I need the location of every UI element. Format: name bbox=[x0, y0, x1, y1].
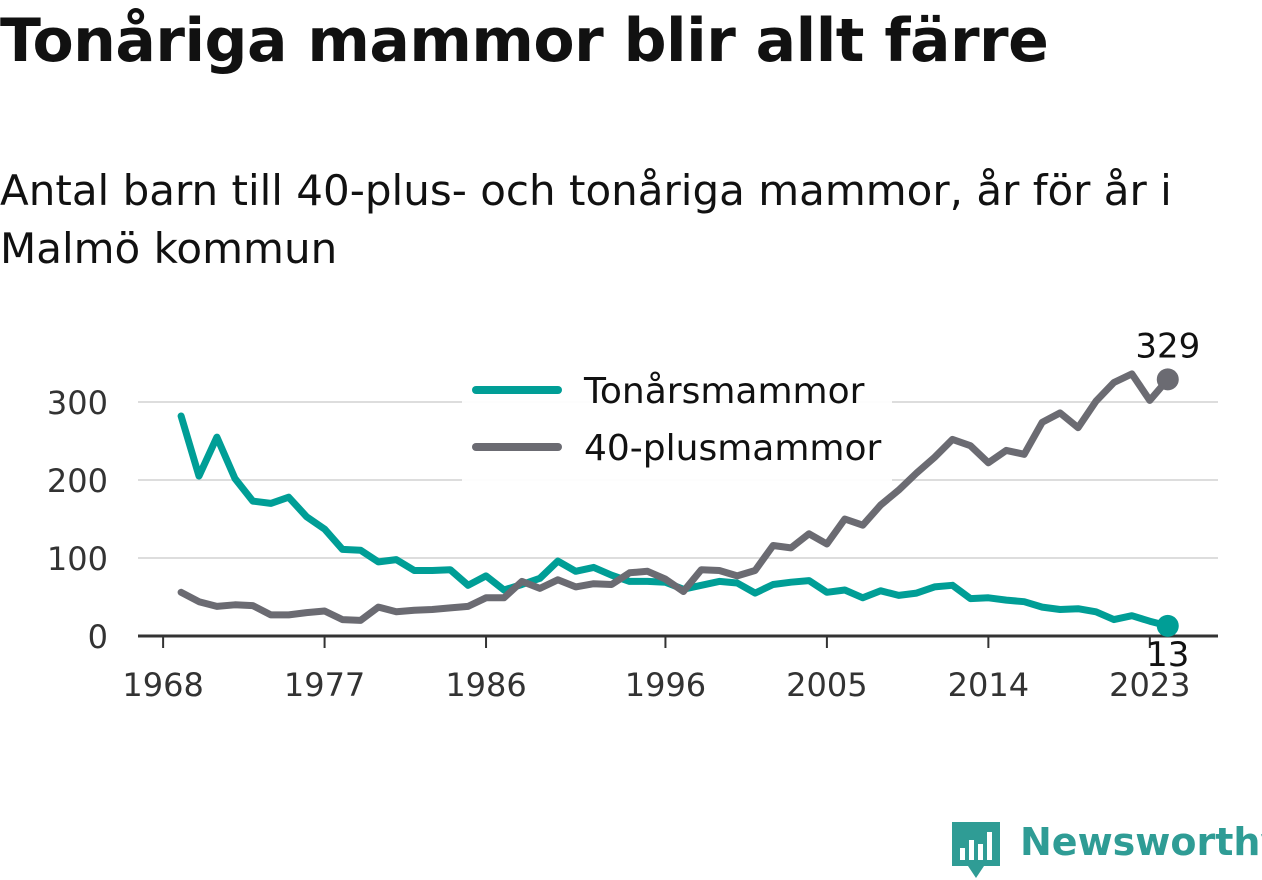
y-tick-label: 100 bbox=[47, 540, 108, 578]
end-points: 13 329 bbox=[1135, 326, 1200, 674]
chart-subtitle: Antal barn till 40-plus- och tonåriga ma… bbox=[0, 166, 1172, 273]
end-point-40-plusmammor bbox=[1156, 368, 1179, 391]
y-tick-label: 300 bbox=[47, 384, 108, 422]
series-lines bbox=[177, 370, 1172, 630]
end-label-tonarsmammor: 13 bbox=[1146, 635, 1189, 675]
end-label-40-plusmammor: 329 bbox=[1135, 326, 1200, 366]
legend-background bbox=[462, 363, 892, 481]
x-tick-label: 1986 bbox=[445, 666, 526, 704]
x-tick-label: 1977 bbox=[284, 666, 365, 704]
legend-label-tonarsmammor: Tonårsmammor bbox=[583, 371, 865, 412]
y-tick-label: 0 bbox=[88, 618, 108, 656]
legend: Tonårsmammor 40-plusmammor bbox=[462, 363, 892, 481]
legend-label-40-plusmammor: 40-plusmammor bbox=[584, 428, 882, 469]
x-tick-label: 2005 bbox=[786, 666, 867, 704]
series-line-40-plusmammor bbox=[177, 370, 1172, 624]
x-axis: 1968 1977 1986 1996 2005 2014 2023 bbox=[122, 634, 1218, 704]
x-tick-label: 2023 bbox=[1109, 666, 1190, 704]
y-axis: 0 100 200 300 bbox=[47, 384, 108, 656]
y-tick-label: 200 bbox=[47, 462, 108, 500]
x-tick-label: 1996 bbox=[625, 666, 706, 704]
x-tick-label: 1968 bbox=[122, 666, 203, 704]
newsworthy-logo-icon bbox=[952, 822, 1000, 878]
chart-title: Tonåriga mammor blir allt färre bbox=[0, 6, 1049, 76]
brand-name: Newsworthy bbox=[1020, 820, 1262, 864]
x-tick-label: 2014 bbox=[948, 666, 1029, 704]
end-point-tonarsmammor bbox=[1156, 614, 1179, 637]
